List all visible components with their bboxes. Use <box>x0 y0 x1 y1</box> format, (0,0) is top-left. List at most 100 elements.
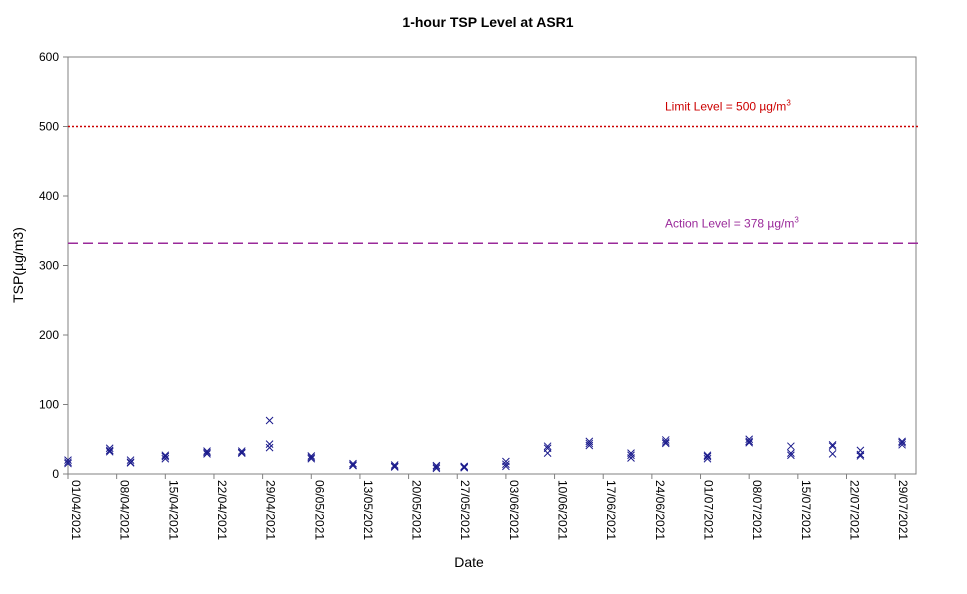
data-point-stroke <box>126 456 135 464</box>
data-point <box>661 436 670 444</box>
reference-label-superscript: 3 <box>786 99 791 108</box>
data-point <box>828 442 837 451</box>
data-point <box>307 453 316 462</box>
x-tick-label: 29/07/2021 <box>896 480 910 540</box>
data-point <box>105 446 114 455</box>
data-point <box>585 441 594 450</box>
data-point <box>787 449 795 458</box>
data-point <box>502 462 510 471</box>
data-point <box>856 452 865 460</box>
data-point <box>161 454 170 463</box>
data-point-stroke <box>703 454 712 463</box>
data-point <box>543 449 552 458</box>
data-point <box>703 454 712 463</box>
chart-title: 1-hour TSP Level at ASR1 <box>402 14 573 30</box>
x-tick-label: 03/06/2021 <box>507 480 521 540</box>
data-point <box>307 454 316 463</box>
data-point <box>265 440 274 448</box>
reference-label-value: Action Level = 378 µg/m <box>665 216 794 230</box>
data-point <box>432 461 441 470</box>
data-point-stroke <box>161 452 170 461</box>
data-point <box>126 459 135 467</box>
data-point <box>390 463 399 471</box>
data-point-stroke <box>585 441 594 450</box>
data-point-stroke <box>502 462 510 471</box>
data-point-stroke <box>828 440 837 449</box>
data-point-stroke <box>64 459 72 468</box>
data-point-stroke <box>585 439 594 448</box>
data-point <box>105 444 114 453</box>
data-point <box>307 452 316 460</box>
data-point <box>64 458 72 467</box>
data-point <box>703 452 712 461</box>
data-point <box>460 463 469 472</box>
y-tick-label: 200 <box>39 328 59 342</box>
data-point <box>105 447 114 456</box>
data-point <box>161 451 170 460</box>
data-point <box>898 440 906 449</box>
data-point-stroke <box>460 463 469 472</box>
y-axis: 0 100 200 300 400 500 600 <box>39 50 68 481</box>
data-point <box>627 451 635 460</box>
reference-label-superscript: 3 <box>794 215 799 224</box>
data-point <box>432 464 441 473</box>
data-point <box>64 459 72 468</box>
data-point <box>585 439 594 448</box>
data-point <box>237 449 246 458</box>
data-point-stroke <box>787 449 795 458</box>
data-point-stroke <box>64 456 72 464</box>
data-point <box>432 463 441 471</box>
x-axis-title: Date <box>454 554 484 570</box>
data-point-stroke <box>661 438 670 446</box>
x-tick-label: 15/04/2021 <box>166 480 180 540</box>
data-point <box>787 451 795 460</box>
data-point <box>203 449 211 458</box>
data-point-stroke <box>828 449 837 458</box>
data-point <box>349 461 357 470</box>
data-point-stroke <box>432 463 441 471</box>
data-point <box>703 451 712 460</box>
x-tick-label: 08/07/2021 <box>750 480 764 540</box>
data-point-stroke <box>898 440 906 449</box>
data-point-stroke <box>627 451 635 460</box>
data-point-stroke <box>307 452 316 460</box>
y-axis-title: TSP(µg/m3) <box>10 227 26 303</box>
data-point-stroke <box>856 450 865 459</box>
data-point-stroke <box>349 459 357 468</box>
data-point <box>237 447 246 455</box>
data-point-stroke <box>703 451 712 460</box>
data-point-stroke <box>745 437 754 446</box>
data-point-stroke <box>237 449 246 458</box>
data-point-stroke <box>390 463 399 471</box>
data-point-stroke <box>661 436 670 444</box>
data-point <box>856 450 865 459</box>
data-point-stroke <box>203 447 211 455</box>
data-point-stroke <box>502 460 510 469</box>
data-point <box>543 442 552 451</box>
data-point <box>828 440 837 449</box>
data-point-stroke <box>898 438 906 447</box>
data-point-stroke <box>265 416 274 425</box>
data-point-stroke <box>627 454 635 462</box>
data-point <box>661 438 670 446</box>
data-point <box>203 448 211 457</box>
data-point-stroke <box>161 451 170 460</box>
data-point-stroke <box>745 438 754 447</box>
data-point-stroke <box>390 461 399 469</box>
data-point <box>787 442 795 451</box>
data-point <box>265 443 274 452</box>
data-point-stroke <box>105 447 114 456</box>
data-point-stroke <box>265 443 274 452</box>
data-point-stroke <box>307 453 316 462</box>
data-point <box>265 416 274 425</box>
data-point-stroke <box>828 442 837 451</box>
x-tick-label: 01/04/2021 <box>69 480 83 540</box>
data-point-stroke <box>307 454 316 463</box>
y-tick-label: 300 <box>39 259 59 273</box>
y-tick-label: 100 <box>39 398 59 412</box>
data-point-stroke <box>203 449 211 458</box>
y-tick-label: 0 <box>52 467 59 481</box>
x-axis: 01/04/2021 08/04/2021 15/04/2021 22/04/2021… <box>67 474 910 540</box>
